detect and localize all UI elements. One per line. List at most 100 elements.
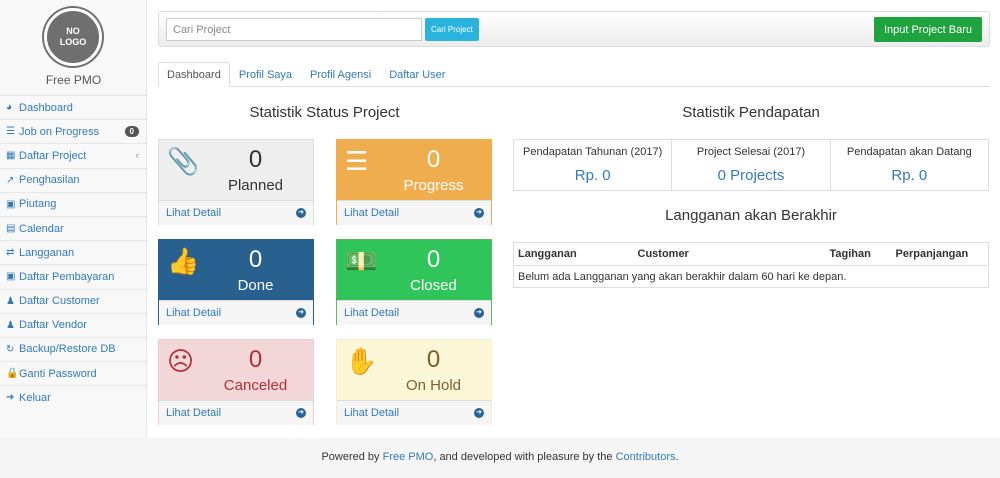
stat-value: 0 Projects [717, 167, 785, 184]
sidebar-item-label: Daftar Project [19, 149, 87, 162]
sidebar-item-daftar-vendor[interactable]: ♟ Daftar Vendor [0, 312, 147, 337]
sidebar-item-penghasilan[interactable]: ↗ Penghasilan [0, 167, 147, 192]
sidebar-item-langganan[interactable]: ⇄ Langganan [0, 240, 147, 264]
sidebar-item-calendar[interactable]: ▤ Calendar [0, 215, 147, 240]
retweet-icon: ⇄ [6, 247, 15, 259]
brand-name: Free PMO [45, 73, 102, 87]
stat-label: Project Selesai (2017) [696, 146, 806, 158]
sidebar-item-daftar-project[interactable]: ▦ Daftar Project ‹ [0, 143, 147, 167]
new-project-button[interactable]: Input Project Baru [873, 17, 982, 42]
money-icon: 💵 [345, 246, 378, 276]
logo-text: LOGO [59, 37, 87, 47]
stat-annual-income: Pendapatan Tahunan (2017) Rp. 0 [514, 140, 673, 190]
table-header: Langganan Customer Tagihan Perpanjangan [513, 242, 989, 266]
search-input[interactable] [166, 18, 422, 41]
sidebar-item-label: Dashboard [19, 101, 73, 114]
frown-icon: ☹ [167, 346, 195, 376]
line-chart-icon: ↗ [6, 174, 15, 186]
status-label: Planned [227, 177, 284, 194]
sidebar-item-daftar-pembayaran[interactable]: ▣ Daftar Pembayaran [0, 264, 147, 288]
search-button[interactable]: Cari Project [425, 18, 479, 41]
view-detail-link[interactable]: Lihat Detail ➜ [337, 200, 491, 225]
sidebar-item-label: Daftar Customer [19, 295, 100, 308]
status-label: Closed [410, 277, 457, 294]
tab-daftar-user[interactable]: Daftar User [389, 69, 446, 81]
tab-profil-agensi[interactable]: Profil Agensi [310, 69, 372, 81]
view-detail-label: Lihat Detail [344, 307, 400, 319]
arrow-circle-right-icon: ➜ [474, 408, 484, 418]
tab-profil-saya[interactable]: Profil Saya [238, 69, 293, 81]
sidebar-item-ganti-password[interactable]: 🔒 Ganti Password [0, 361, 147, 385]
sidebar-item-backup-restore-db[interactable]: ↻ Backup/Restore DB [0, 336, 147, 361]
sidebar-item-job-on-progress[interactable]: ☰ Job on Progress 0 [0, 119, 147, 143]
view-detail-link[interactable]: Lihat Detail ➜ [159, 400, 313, 425]
table-row: Belum ada Langganan yang akan berakhir d… [514, 266, 989, 288]
sidebar-item-label: Ganti Password [19, 367, 97, 380]
sidebar-item-label: Daftar Vendor [19, 319, 87, 332]
sidebar-item-dashboard[interactable]: ◕ Dashboard [0, 95, 147, 119]
column-header: Langganan [513, 242, 634, 266]
sidebar-item-label: Calendar [19, 222, 64, 235]
tabs: Dashboard Profil Saya Profil Agensi Daft… [158, 62, 990, 87]
sidebar-item-keluar[interactable]: ➜ Keluar [0, 385, 147, 409]
users-icon: ♟ [6, 319, 15, 331]
stat-label: Pendapatan akan Datang [846, 146, 972, 158]
money-icon: ▣ [6, 271, 16, 283]
tasks-icon: ☰ [6, 126, 15, 138]
status-count: 0 [426, 246, 441, 273]
view-detail-link[interactable]: Lihat Detail ➜ [337, 300, 491, 325]
status-panel-on-hold: ✋ 0 On Hold Lihat Detail ➜ [336, 339, 492, 425]
status-panel-planned: 📎 0 Planned Lihat Detail ➜ [158, 139, 314, 225]
column-header: Perpanjangan [891, 242, 989, 266]
sidebar-item-piutang[interactable]: ▣ Piutang [0, 191, 147, 216]
hand-icon: ✋ [345, 346, 378, 376]
sidebar-item-label: Job on Progress [19, 125, 100, 138]
view-detail-label: Lihat Detail [166, 207, 222, 219]
sidebar-item-daftar-customer[interactable]: ♟ Daftar Customer [0, 288, 147, 313]
view-detail-link[interactable]: Lihat Detail ➜ [337, 400, 491, 425]
stat-value: Rp. 0 [891, 167, 928, 184]
sidebar-item-label: Piutang [19, 198, 57, 211]
chevron-left-icon[interactable]: ‹ [135, 149, 139, 162]
contributors-link[interactable]: Contributors [615, 451, 676, 463]
status-label: Done [237, 277, 274, 294]
status-count: 0 [248, 346, 263, 373]
sidebar-item-label: Daftar Pembayaran [19, 270, 115, 283]
logo: NO LOGO [44, 8, 102, 66]
stat-label: Pendapatan Tahunan (2017) [523, 146, 663, 158]
sidebar-item-label: Keluar [19, 391, 51, 404]
stat-upcoming-income: Pendapatan akan Datang Rp. 0 [831, 140, 988, 190]
view-detail-link[interactable]: Lihat Detail ➜ [159, 300, 313, 325]
view-detail-label: Lihat Detail [166, 407, 222, 419]
status-count: 0 [248, 146, 263, 173]
footer-text: Powered by [321, 451, 383, 463]
thumbs-up-icon: 👍 [167, 246, 200, 276]
view-detail-label: Lihat Detail [344, 207, 400, 219]
sidebar-item-label: Backup/Restore DB [19, 343, 116, 356]
empty-message: Belum ada Langganan yang akan berakhir d… [518, 270, 847, 283]
view-detail-label: Lihat Detail [344, 407, 400, 419]
income-stats: Pendapatan Tahunan (2017) Rp. 0 Project S… [513, 139, 989, 191]
lock-icon: 🔒 [6, 368, 19, 380]
arrow-circle-right-icon: ➜ [296, 408, 306, 418]
status-title: Statistik Status Project [249, 104, 400, 121]
subscriptions-title: Langganan akan Berakhir [665, 207, 837, 224]
logo-text: NO [66, 26, 80, 36]
users-icon: ♟ [6, 295, 15, 307]
sign-out-icon: ➜ [6, 392, 15, 404]
view-detail-link[interactable]: Lihat Detail ➜ [159, 200, 313, 225]
footer-text: , and developed with pleasure by the [433, 451, 616, 463]
status-panel-done: 👍 0 Done Lihat Detail ➜ [158, 239, 314, 325]
toolbar: Cari Project Input Project Baru [158, 11, 990, 47]
refresh-icon: ↻ [6, 343, 15, 355]
sidebar-menu: ◕ Dashboard ☰ Job on Progress 0 ▦ Daftar … [0, 95, 147, 409]
sidebar-item-label: Penghasilan [19, 174, 80, 187]
paperclip-icon: 📎 [167, 146, 200, 176]
arrow-circle-right-icon: ➜ [296, 308, 306, 318]
status-count: 0 [426, 146, 441, 173]
sidebar-item-label: Langganan [19, 246, 75, 259]
free-pmo-link[interactable]: Free PMO [382, 451, 434, 463]
footer: Powered by Free PMO, and developed with … [0, 438, 1000, 478]
tab-dashboard[interactable]: Dashboard [158, 62, 230, 87]
status-label: Canceled [223, 377, 288, 394]
